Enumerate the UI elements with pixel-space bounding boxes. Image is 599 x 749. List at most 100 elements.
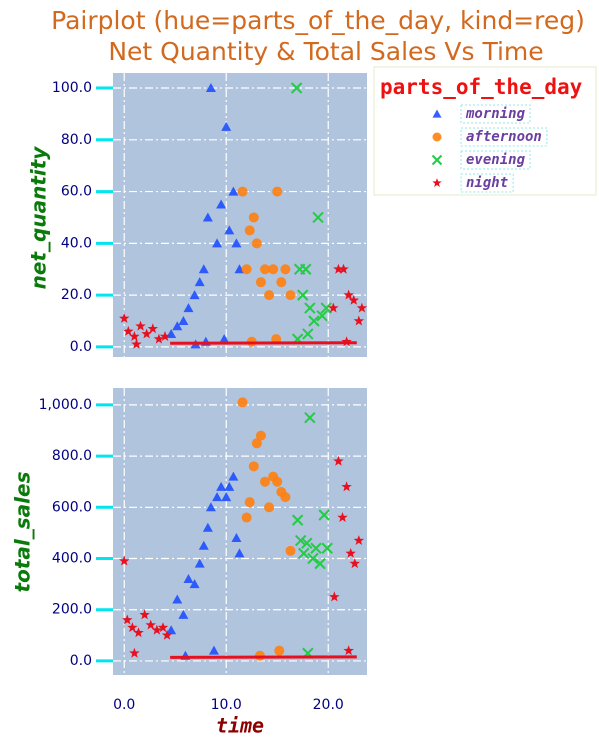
circle-marker (280, 492, 291, 503)
triangle-marker (212, 492, 223, 502)
circle-marker (264, 290, 275, 301)
circle-marker (259, 264, 270, 275)
star-marker (145, 619, 156, 630)
y-tick-label: 1,000.0 (39, 397, 92, 413)
x-marker (300, 263, 312, 275)
star-marker (337, 512, 348, 522)
circle-marker (272, 186, 283, 197)
triangle-marker (183, 573, 194, 583)
star-marker (329, 591, 340, 602)
triangle-marker (198, 264, 209, 274)
circle-marker (280, 264, 291, 275)
circle-marker (251, 438, 262, 449)
y-axis-label: net_quantity (27, 146, 51, 290)
chart-title: Pairplot (hue=parts_of_the_day, kind=reg… (51, 6, 585, 35)
x-marker (302, 328, 314, 340)
legend-label: evening (466, 152, 526, 168)
x-marker (290, 82, 303, 94)
y-tick-label: 400.0 (52, 551, 92, 567)
star-marker (139, 609, 150, 620)
triangle-marker (166, 625, 177, 635)
star-marker (328, 302, 339, 313)
triangle-marker (221, 492, 232, 502)
x-marker (431, 154, 443, 166)
circle-marker (259, 476, 270, 487)
circle-marker (248, 461, 259, 472)
triangle-marker (202, 522, 213, 532)
legend-title: parts_of_the_day (380, 75, 583, 99)
circle-marker (285, 290, 296, 301)
x-tick-label: 20.0 (313, 697, 344, 713)
star-marker (341, 336, 352, 347)
star-marker (119, 555, 130, 566)
y-tick-label: 600.0 (52, 499, 92, 515)
x-marker (301, 537, 313, 549)
legend-label-box (460, 150, 531, 170)
triangle-marker (189, 290, 200, 300)
legend-label: night (466, 175, 508, 191)
y-tick-label: 80.0 (61, 132, 92, 148)
circle-marker (255, 277, 266, 288)
triangle-marker (432, 109, 442, 118)
circle-marker (432, 132, 442, 142)
circle-marker (255, 430, 266, 441)
circle-marker (244, 497, 255, 508)
x-marker (298, 547, 310, 560)
triangle-marker (234, 548, 245, 558)
triangle-marker (178, 316, 189, 326)
y-tick-label: 0.0 (70, 339, 92, 355)
chart-subtitle: Net Quantity & Total Sales Vs Time (108, 37, 543, 66)
star-marker (129, 331, 140, 341)
x-marker (297, 289, 309, 301)
star-marker (157, 622, 169, 633)
x-tick-label: 0.0 (113, 697, 135, 713)
star-marker (141, 328, 152, 339)
y-tick-label: 20.0 (61, 287, 92, 303)
star-marker (153, 333, 165, 344)
x-marker (310, 542, 322, 554)
star-marker (133, 627, 144, 638)
circle-marker (241, 512, 252, 523)
triangle-marker (212, 238, 223, 248)
x-marker (307, 552, 319, 565)
triangle-marker (219, 334, 230, 344)
star-marker (161, 629, 173, 640)
triangle-marker (216, 481, 227, 491)
x-marker (321, 542, 333, 554)
x-marker (312, 211, 324, 224)
triangle-marker (208, 645, 219, 655)
star-marker (353, 315, 365, 326)
star-marker (343, 289, 354, 300)
star-marker (159, 331, 171, 341)
triangle-marker (216, 199, 227, 209)
circle-marker (285, 545, 296, 556)
star-marker (129, 647, 140, 658)
star-marker (338, 263, 349, 274)
star-marker (432, 178, 442, 187)
regression-line (170, 341, 357, 345)
x-axis-label: time (216, 714, 264, 738)
legend-label-box (460, 104, 531, 124)
circle-marker (251, 238, 262, 249)
plot-area (113, 73, 367, 357)
triangle-marker (194, 277, 205, 287)
x-marker (316, 310, 328, 322)
star-marker (135, 320, 146, 331)
triangle-marker (205, 83, 216, 93)
star-marker (131, 338, 142, 349)
triangle-marker (172, 594, 183, 604)
y-tick-label: 800.0 (52, 448, 92, 464)
star-marker (349, 558, 360, 569)
y-tick-label: 40.0 (61, 235, 92, 251)
circle-marker (276, 277, 287, 288)
x-marker (308, 315, 320, 327)
star-marker (333, 263, 344, 274)
triangle-marker (231, 238, 242, 248)
star-marker (353, 535, 365, 545)
plot-area (113, 388, 367, 675)
legend-label-box (460, 173, 514, 193)
y-tick-label: 0.0 (70, 653, 92, 669)
x-marker (291, 514, 304, 526)
triangle-marker (198, 540, 209, 550)
